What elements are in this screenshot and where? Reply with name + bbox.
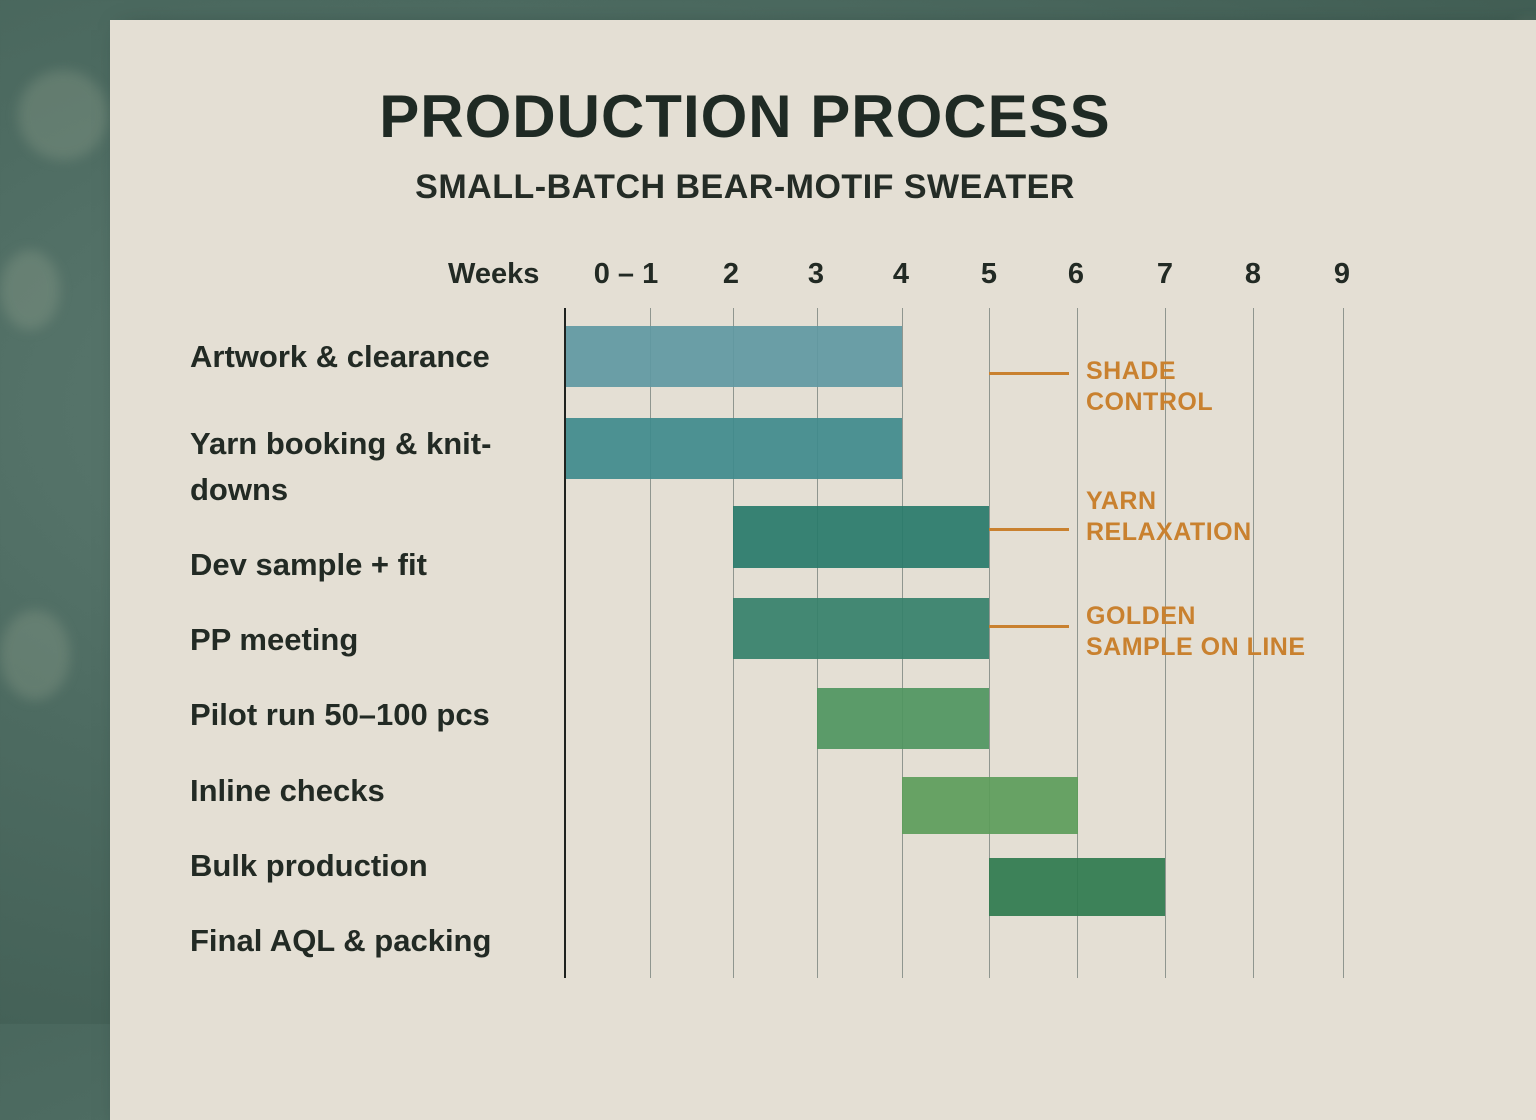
gridline bbox=[989, 308, 990, 978]
task-label: Bulk production bbox=[190, 848, 428, 883]
callout-line1: YARN bbox=[1086, 487, 1157, 515]
x-tick: 9 bbox=[1333, 258, 1351, 290]
callout-shade-control: SHADE CONTROL bbox=[1086, 356, 1213, 418]
bokeh-light bbox=[18, 70, 108, 160]
x-tick: 7 bbox=[1156, 258, 1174, 290]
task-label: Dev sample + fit bbox=[190, 547, 427, 582]
x-tick: 8 bbox=[1244, 258, 1262, 290]
task-label: PP meeting bbox=[190, 622, 359, 657]
callout-line2: SAMPLE ON LINE bbox=[1086, 633, 1306, 661]
gridline bbox=[650, 308, 651, 978]
bokeh-light bbox=[0, 250, 60, 330]
task-label: Artwork & clearance bbox=[190, 339, 490, 374]
gridline bbox=[1343, 308, 1344, 978]
x-tick: 6 bbox=[1067, 258, 1085, 290]
x-tick: 3 bbox=[807, 258, 825, 290]
callout-line2: CONTROL bbox=[1086, 388, 1214, 416]
y-axis-line bbox=[564, 308, 566, 978]
gridline bbox=[1165, 308, 1166, 978]
x-tick: 2 bbox=[722, 258, 740, 290]
x-axis-label: Weeks bbox=[448, 258, 540, 290]
callout-connector bbox=[989, 372, 1069, 375]
callout-line1: GOLDEN bbox=[1086, 602, 1196, 630]
x-tick: 0 – 1 bbox=[593, 258, 659, 290]
chart-title: PRODUCTION PROCESS bbox=[379, 83, 1111, 150]
callout-line2: RELAXATION bbox=[1086, 518, 1252, 546]
task-bar-pilot-run bbox=[817, 688, 989, 749]
task-label: Yarn booking & knit-downs bbox=[190, 426, 492, 507]
x-tick: 4 bbox=[892, 258, 910, 290]
callout-connector bbox=[989, 528, 1069, 531]
task-label: Pilot run 50–100 pcs bbox=[190, 697, 490, 732]
task-bar-bulk-production bbox=[989, 858, 1165, 916]
callout-yarn-relaxation: YARN RELAXATION bbox=[1086, 486, 1252, 548]
chart-subtitle: SMALL-BATCH BEAR-MOTIF SWEATER bbox=[415, 168, 1075, 206]
x-tick: 5 bbox=[980, 258, 998, 290]
chart-card bbox=[110, 20, 1536, 1120]
task-bar-inline-checks bbox=[902, 777, 1078, 834]
task-bar-yarn-booking bbox=[566, 418, 902, 479]
task-bar-pp-meeting bbox=[733, 598, 989, 659]
task-bar-dev-sample bbox=[733, 506, 989, 568]
task-label: Inline checks bbox=[190, 773, 385, 808]
callout-golden-sample: GOLDEN SAMPLE ON LINE bbox=[1086, 601, 1306, 663]
gridline bbox=[1253, 308, 1254, 978]
callout-line1: SHADE bbox=[1086, 357, 1177, 385]
callout-connector bbox=[989, 625, 1069, 628]
gridline bbox=[1077, 308, 1078, 978]
bokeh-light bbox=[0, 610, 70, 700]
task-bar-artwork bbox=[566, 326, 902, 387]
task-label: Final AQL & packing bbox=[190, 923, 492, 958]
